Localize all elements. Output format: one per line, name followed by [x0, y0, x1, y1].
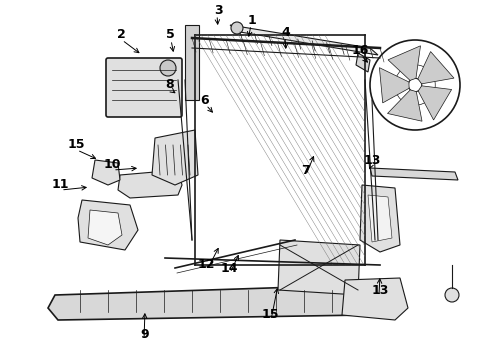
Polygon shape [278, 240, 360, 295]
Text: 4: 4 [282, 26, 291, 39]
Polygon shape [388, 46, 420, 80]
Text: 11: 11 [51, 179, 69, 192]
Text: 1: 1 [247, 13, 256, 27]
Polygon shape [152, 130, 198, 185]
Text: 15: 15 [67, 139, 85, 152]
Text: 10: 10 [103, 158, 121, 171]
Text: 13: 13 [363, 153, 381, 166]
Text: 16: 16 [351, 44, 368, 57]
Polygon shape [370, 168, 458, 180]
Text: 12: 12 [197, 258, 215, 271]
Polygon shape [48, 285, 375, 320]
FancyBboxPatch shape [106, 58, 182, 117]
Bar [185, 25, 199, 100]
Polygon shape [78, 200, 138, 250]
Text: 13: 13 [371, 284, 389, 297]
Polygon shape [360, 185, 400, 252]
Text: 3: 3 [214, 4, 222, 17]
Text: 9: 9 [141, 328, 149, 342]
Polygon shape [230, 25, 378, 55]
Circle shape [445, 288, 459, 302]
Polygon shape [388, 90, 422, 121]
Polygon shape [92, 160, 120, 185]
Polygon shape [342, 278, 408, 320]
Circle shape [231, 22, 243, 34]
Text: 5: 5 [166, 28, 174, 41]
Polygon shape [368, 195, 392, 242]
Text: 15: 15 [261, 309, 279, 321]
Text: 2: 2 [117, 28, 125, 41]
Text: 14: 14 [220, 261, 238, 274]
Polygon shape [418, 86, 452, 120]
Polygon shape [88, 210, 122, 245]
Circle shape [160, 60, 176, 76]
Text: 7: 7 [301, 163, 309, 176]
Polygon shape [418, 51, 454, 84]
Polygon shape [356, 53, 370, 72]
Polygon shape [118, 170, 182, 198]
Text: 8: 8 [166, 78, 174, 91]
Polygon shape [379, 68, 409, 103]
Text: 6: 6 [201, 94, 209, 107]
